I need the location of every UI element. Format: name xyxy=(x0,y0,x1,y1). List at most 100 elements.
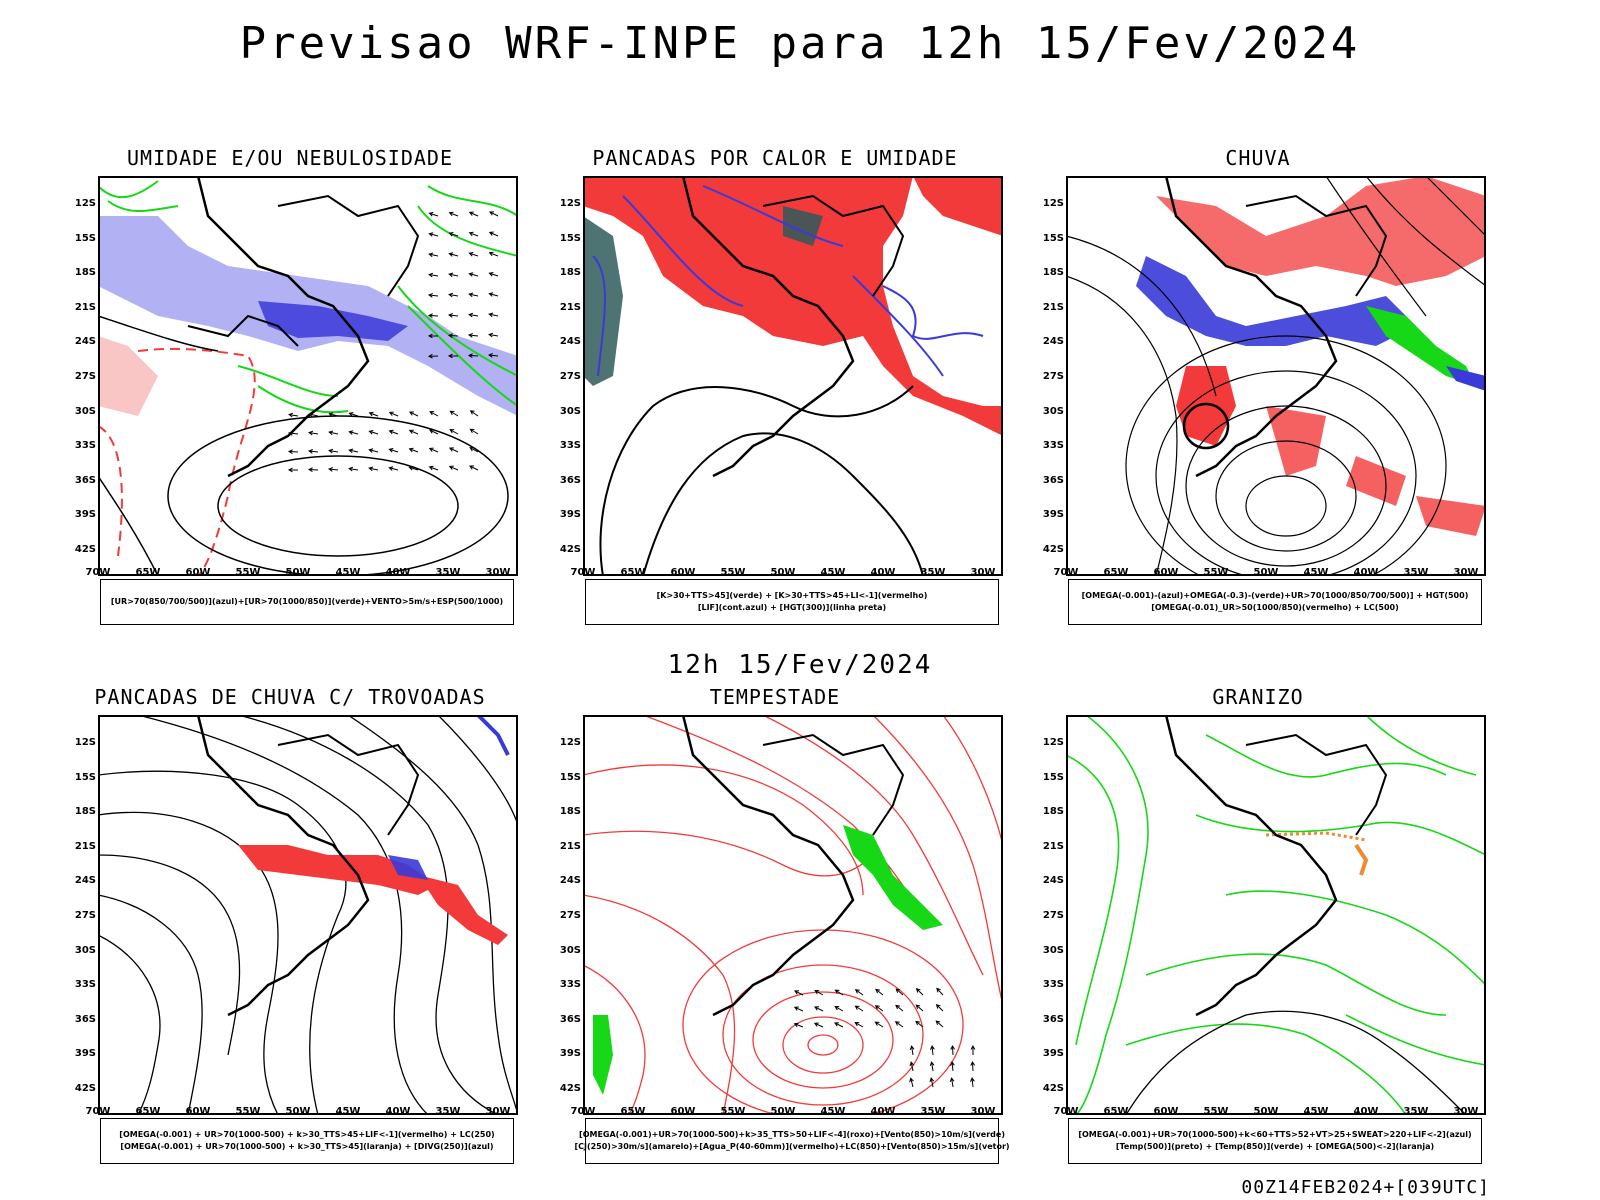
wind-vector xyxy=(388,411,399,417)
wind-vector xyxy=(408,447,419,453)
wind-vector xyxy=(488,332,499,338)
lat-tick-label: 39S xyxy=(74,509,96,521)
lat-tick-label: 42S xyxy=(559,1083,581,1094)
main-title: Previsao WRF-INPE para 12h 15/Fev/2024 xyxy=(239,18,1361,69)
lat-tick-label: 12S xyxy=(74,737,96,748)
lat-tick-label: 30S xyxy=(559,405,581,417)
lat-tick-label: 15S xyxy=(74,771,96,783)
legend: [OMEGA(-0.001)-(azul)+OMEGA(-0.3)-(verde… xyxy=(1068,579,1482,625)
lon-tick-label: 65W xyxy=(1103,1106,1129,1117)
wind-vector xyxy=(308,430,319,436)
wind-vector xyxy=(448,231,459,237)
wind-vector xyxy=(970,1060,976,1072)
panel-title: UMIDADE E/OU NEBULOSIDADE xyxy=(126,146,454,170)
lat-tick-label: 21S xyxy=(74,840,96,852)
lon-tick-label: 40W xyxy=(385,1106,411,1117)
lon-tick-label: 70W xyxy=(1053,567,1079,578)
lon-tick-label: 40W xyxy=(1353,1106,1379,1117)
lon-tick-label: 40W xyxy=(870,1106,896,1117)
lon-tick-label: 35W xyxy=(920,567,946,578)
wind-vector xyxy=(287,449,299,455)
lon-tick-label: 50W xyxy=(770,1106,796,1117)
lat-tick-label: 18S xyxy=(559,267,581,279)
lat-tick-label: 42S xyxy=(559,544,581,555)
wind-vector xyxy=(388,448,399,453)
legend: [OMEGA(-0.001)+UR>70(1000-500)+k<60+TTS>… xyxy=(1068,1118,1482,1164)
lon-tick-label: 45W xyxy=(1303,1106,1329,1117)
map-frame xyxy=(98,176,518,576)
lat-tick-label: 39S xyxy=(1042,1048,1064,1060)
wind-vector xyxy=(468,292,479,298)
lon-tick-label: 70W xyxy=(85,1106,111,1117)
wind-vector xyxy=(428,429,439,435)
map-granizo xyxy=(1066,715,1486,1115)
lon-tick-label: 35W xyxy=(435,1106,461,1117)
map-umidade xyxy=(98,176,518,576)
lon-tick-label: 30W xyxy=(970,1106,996,1117)
lat-tick-label: 15S xyxy=(559,232,581,244)
lon-tick-label: 55W xyxy=(1203,567,1229,578)
wind-vector xyxy=(915,1004,924,1012)
wind-vector xyxy=(929,1061,935,1072)
lat-tick-label: 12S xyxy=(74,198,96,209)
wind-vector xyxy=(449,429,459,435)
wind-vector xyxy=(915,988,924,996)
lat-tick-label: 27S xyxy=(559,371,581,382)
lat-tick-label: 27S xyxy=(1042,910,1064,921)
wind-vector xyxy=(949,1077,955,1088)
lat-tick-label: 36S xyxy=(559,474,581,486)
lat-tick-label: 12S xyxy=(559,737,581,748)
panel-umidade: UMIDADE E/OU NEBULOSIDADE [UR>70(850/700… xyxy=(70,146,518,626)
wind-vector xyxy=(448,272,459,278)
wind-vector xyxy=(287,467,299,473)
lat-tick-label: 30S xyxy=(1042,405,1064,417)
lon-tick-label: 35W xyxy=(920,1106,946,1117)
lon-tick-label: 45W xyxy=(820,567,846,578)
wind-vector xyxy=(408,429,419,435)
wind-vector xyxy=(895,988,904,996)
lat-tick-label: 39S xyxy=(1042,509,1064,521)
lat-tick-label: 27S xyxy=(559,910,581,921)
wind-vector xyxy=(488,312,499,318)
lat-tick-label: 24S xyxy=(559,336,581,348)
wind-vector xyxy=(348,430,359,435)
wind-vector xyxy=(348,466,359,472)
lon-tick-label: 45W xyxy=(335,567,361,578)
lon-tick-label: 40W xyxy=(870,567,896,578)
wind-vector xyxy=(469,428,479,435)
lat-tick-label: 27S xyxy=(74,910,96,921)
wind-vector xyxy=(428,465,439,471)
lon-tick-label: 60W xyxy=(1153,567,1179,578)
lon-tick-label: 50W xyxy=(285,567,311,578)
humidity-band-dark xyxy=(258,301,408,341)
lat-tick-label: 36S xyxy=(74,1013,96,1025)
lon-tick-label: 65W xyxy=(135,567,161,578)
wind-vector xyxy=(950,1061,955,1072)
wind-vector xyxy=(368,448,379,453)
lat-tick-label: 33S xyxy=(559,440,581,452)
map-tempestade xyxy=(583,715,1003,1115)
lat-tick-label: 39S xyxy=(74,1048,96,1060)
wind-vector xyxy=(970,1044,976,1056)
lon-tick-label: 35W xyxy=(1403,1106,1429,1117)
lon-tick-label: 30W xyxy=(1453,567,1479,578)
wind-vector xyxy=(854,1021,864,1028)
lon-tick-label: 60W xyxy=(670,567,696,578)
wind-vector xyxy=(307,467,319,473)
wind-vector xyxy=(468,272,479,277)
lon-tick-label: 55W xyxy=(235,1106,261,1117)
lat-tick-label: 30S xyxy=(74,405,96,417)
lat-tick-label: 30S xyxy=(1042,944,1064,956)
wind-vector xyxy=(448,211,459,217)
wind-vector xyxy=(428,272,439,278)
lat-tick-label: 42S xyxy=(1042,544,1064,555)
lon-tick-label: 65W xyxy=(135,1106,161,1117)
lat-tick-label: 18S xyxy=(74,806,96,818)
wind-vector xyxy=(469,410,479,417)
lat-tick-label: 33S xyxy=(74,979,96,991)
lat-tick-label: 33S xyxy=(74,440,96,452)
lat-tick-label: 27S xyxy=(1042,371,1064,382)
wind-vector xyxy=(834,1022,844,1028)
lat-tick-label: 42S xyxy=(1042,1083,1064,1094)
wind-vector xyxy=(448,447,459,453)
